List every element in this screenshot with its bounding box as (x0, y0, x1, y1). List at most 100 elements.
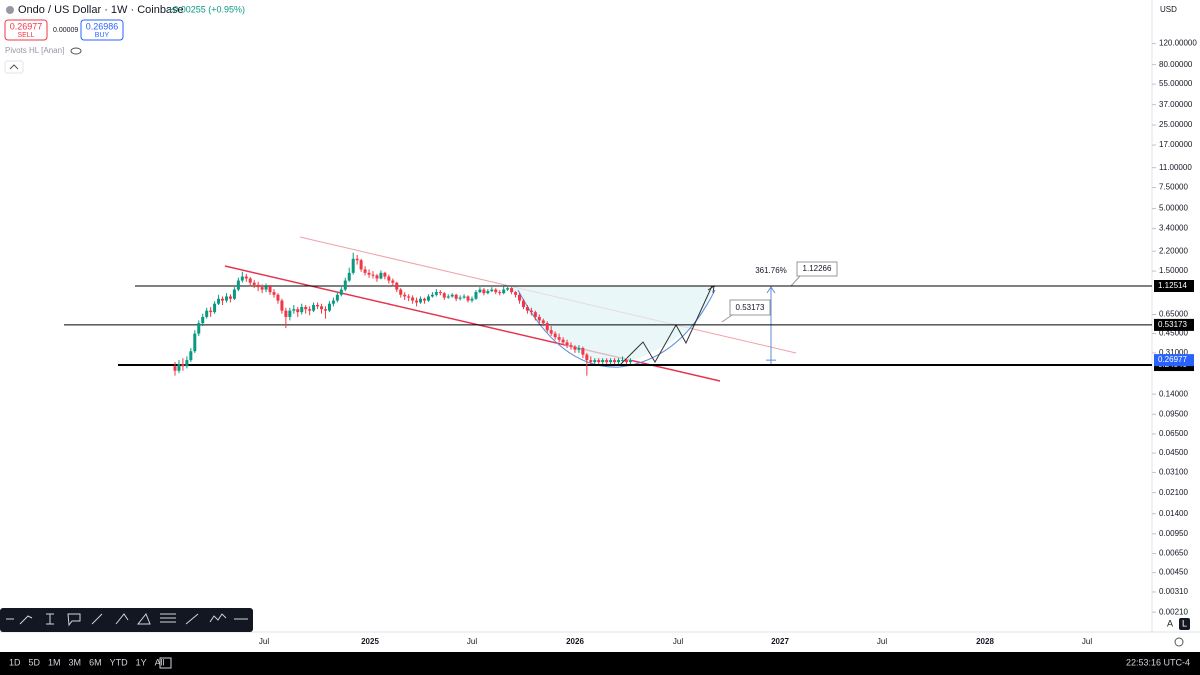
candle-body (395, 282, 399, 290)
timeframe-button[interactable]: 5D (29, 657, 41, 667)
date-range-icon[interactable] (159, 657, 172, 669)
candle-body (391, 280, 395, 283)
candle-body (498, 292, 502, 294)
y-tick-label: 7.50000 (1159, 183, 1188, 192)
candle-body (387, 276, 391, 281)
candle-body (213, 303, 217, 313)
candle-body (296, 309, 300, 313)
candle-body (407, 296, 411, 298)
y-tick-label: 0.03100 (1159, 468, 1188, 477)
symbol-icon (6, 6, 14, 14)
spread: 0.00009 (53, 27, 78, 34)
candle-body (422, 298, 426, 301)
y-tick-label: 80.00000 (1159, 60, 1193, 69)
callout-line (790, 275, 801, 287)
candle-body (272, 292, 276, 295)
y-tick-label: 3.40000 (1159, 224, 1188, 233)
candle-body (434, 292, 438, 295)
candle-body (553, 333, 557, 338)
candle-body (458, 297, 462, 299)
buy-button[interactable] (80, 19, 124, 41)
timeframe-button[interactable]: 6M (89, 657, 102, 667)
timeframe-button[interactable]: 1Y (136, 657, 147, 667)
y-tick-label: 2.20000 (1159, 246, 1188, 255)
y-tick-label: 55.00000 (1159, 79, 1193, 88)
candle-body (593, 360, 597, 363)
symbol-title: Ondo / US Dollar · 1W · Coinbase (18, 4, 184, 16)
candle-body (189, 351, 193, 361)
x-tick-label: 2027 (771, 637, 789, 646)
callout-mid: 0.53173 (736, 303, 765, 312)
candle-body (260, 287, 264, 290)
collapse-icon (9, 64, 19, 70)
timeframe-button[interactable]: All (155, 657, 165, 667)
x-tick-label: Jul (259, 637, 269, 646)
currency[interactable]: USD (1160, 5, 1177, 14)
candle-body (312, 305, 316, 311)
timeframe-button[interactable]: 1D (9, 657, 21, 667)
timeframe-button[interactable]: 1M (48, 657, 61, 667)
timeframe-button[interactable]: 3M (69, 657, 82, 667)
log-toggle-bg (1179, 618, 1190, 630)
candle-body (438, 292, 442, 294)
candle-body (510, 288, 514, 293)
candle-body (419, 298, 423, 303)
y-tick-label: 0.09500 (1159, 409, 1188, 418)
candle-body (533, 312, 537, 317)
price-change: +0.00255 (+0.95%) (168, 4, 245, 14)
y-tick-label: 0.00950 (1159, 529, 1188, 538)
candle-body (415, 300, 419, 303)
log-toggle[interactable]: L (1182, 618, 1187, 628)
candle-body (224, 296, 228, 301)
candle-body (284, 310, 288, 317)
x-tick-label: Jul (1082, 637, 1092, 646)
timeframe-button[interactable]: YTD (110, 657, 129, 667)
auto-toggle[interactable]: A (1167, 618, 1173, 628)
collapse-button[interactable] (4, 60, 24, 74)
callout-line (721, 314, 733, 323)
x-tick-label: 2025 (361, 637, 379, 646)
candle-body (320, 306, 324, 310)
candle-body (411, 297, 415, 301)
candle-body (486, 291, 490, 294)
candle-body (359, 260, 363, 270)
candle-body (541, 320, 545, 324)
candle-body (537, 316, 541, 321)
candle-body (363, 269, 367, 273)
y-tick-label: 0.00450 (1159, 568, 1188, 577)
candle-body (236, 280, 240, 290)
bottom-bar (0, 652, 1200, 675)
candle-body (351, 258, 355, 273)
candle-body (529, 310, 533, 313)
y-tick-label: 0.65000 (1159, 310, 1188, 319)
candle-body (276, 294, 280, 301)
candle-body (177, 364, 181, 371)
candle-body (494, 289, 498, 293)
candle-body (466, 296, 470, 301)
candle-body (316, 305, 320, 307)
sell-button[interactable] (4, 19, 48, 41)
level-label-bg (1154, 280, 1194, 293)
candle-body (264, 286, 268, 290)
y-tick-label: 0.00210 (1159, 607, 1188, 616)
candle-body (403, 294, 407, 297)
candle-body (577, 348, 581, 350)
candle-body (609, 360, 613, 363)
settings-icon[interactable] (1174, 637, 1184, 647)
y-tick-label: 0.31000 (1159, 348, 1188, 357)
candle-body (193, 333, 197, 352)
visibility-icon[interactable] (70, 47, 82, 55)
candle-body (545, 323, 549, 331)
drawing-toolbar (0, 608, 253, 632)
candle-body (280, 300, 284, 311)
y-tick-label: 0.45000 (1159, 329, 1188, 338)
candle-body (343, 280, 347, 290)
candle-body (339, 289, 343, 295)
candle-body (628, 360, 632, 363)
y-tick-label: 0.14000 (1159, 389, 1188, 398)
candle-body (205, 310, 209, 317)
y-tick-label: 37.00000 (1159, 100, 1193, 109)
candle-body (383, 272, 387, 277)
